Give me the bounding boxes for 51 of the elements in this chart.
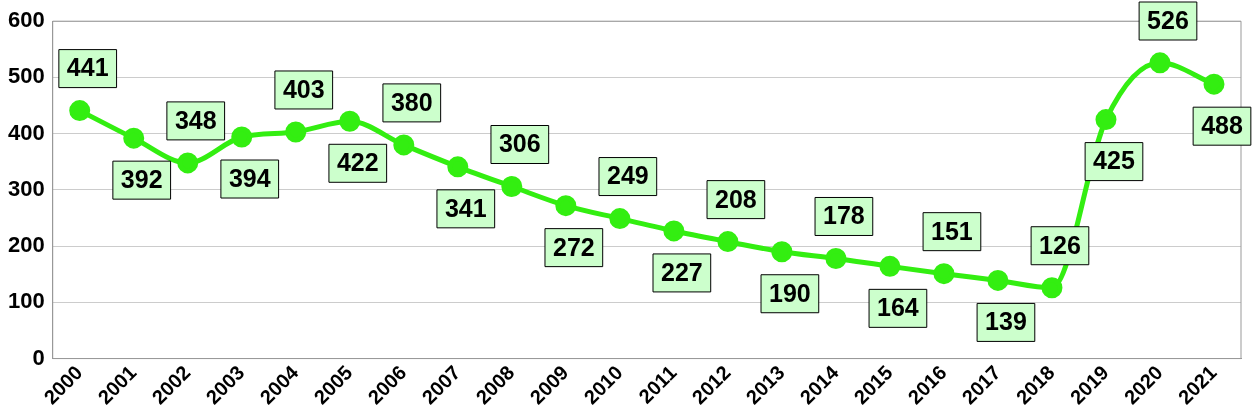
data-label: 348 [174, 105, 217, 134]
point [555, 195, 577, 217]
point [933, 263, 955, 285]
y-tick-label: 400 [7, 119, 45, 145]
point [879, 255, 901, 277]
data-label: 488 [1201, 111, 1243, 140]
data-label: 227 [661, 257, 703, 286]
data-label: 526 [1147, 5, 1189, 34]
data-label: 425 [1093, 146, 1135, 175]
y-tick-label: 200 [7, 232, 45, 258]
point [663, 220, 685, 242]
point [987, 269, 1009, 291]
y-tick-label: 500 [7, 63, 45, 89]
data-label: 178 [823, 201, 865, 230]
data-label: 306 [498, 129, 541, 158]
point [825, 247, 847, 269]
point [69, 100, 91, 122]
data-label: 164 [877, 293, 919, 322]
point [123, 127, 145, 149]
point [501, 176, 523, 198]
data-label: 151 [931, 216, 973, 245]
data-label: 403 [282, 74, 325, 103]
data-label: 422 [336, 148, 379, 177]
data-label: 441 [66, 53, 109, 82]
data-label: 394 [228, 163, 271, 192]
point [717, 231, 739, 253]
data-label: 190 [769, 278, 811, 307]
y-tick-label: 300 [7, 175, 45, 201]
point [1095, 109, 1117, 131]
point [447, 156, 469, 178]
y-tick-label: 600 [7, 7, 45, 33]
point [231, 126, 253, 148]
data-label: 272 [552, 232, 595, 261]
data-label: 208 [715, 184, 757, 213]
y-tick-label: 0 [32, 344, 45, 370]
data-label: 392 [120, 165, 163, 194]
point [1149, 52, 1171, 74]
data-label: 341 [444, 193, 487, 222]
data-label: 380 [390, 87, 433, 116]
data-label: 126 [1039, 230, 1081, 259]
y-tick-label: 100 [7, 288, 45, 314]
point [339, 110, 361, 132]
point [177, 152, 199, 174]
point [609, 208, 631, 230]
point [1203, 73, 1225, 95]
point [393, 134, 415, 156]
point [771, 241, 793, 263]
point [1041, 277, 1063, 299]
data-label: 249 [606, 161, 649, 190]
point [285, 121, 307, 143]
data-label: 139 [985, 307, 1027, 336]
